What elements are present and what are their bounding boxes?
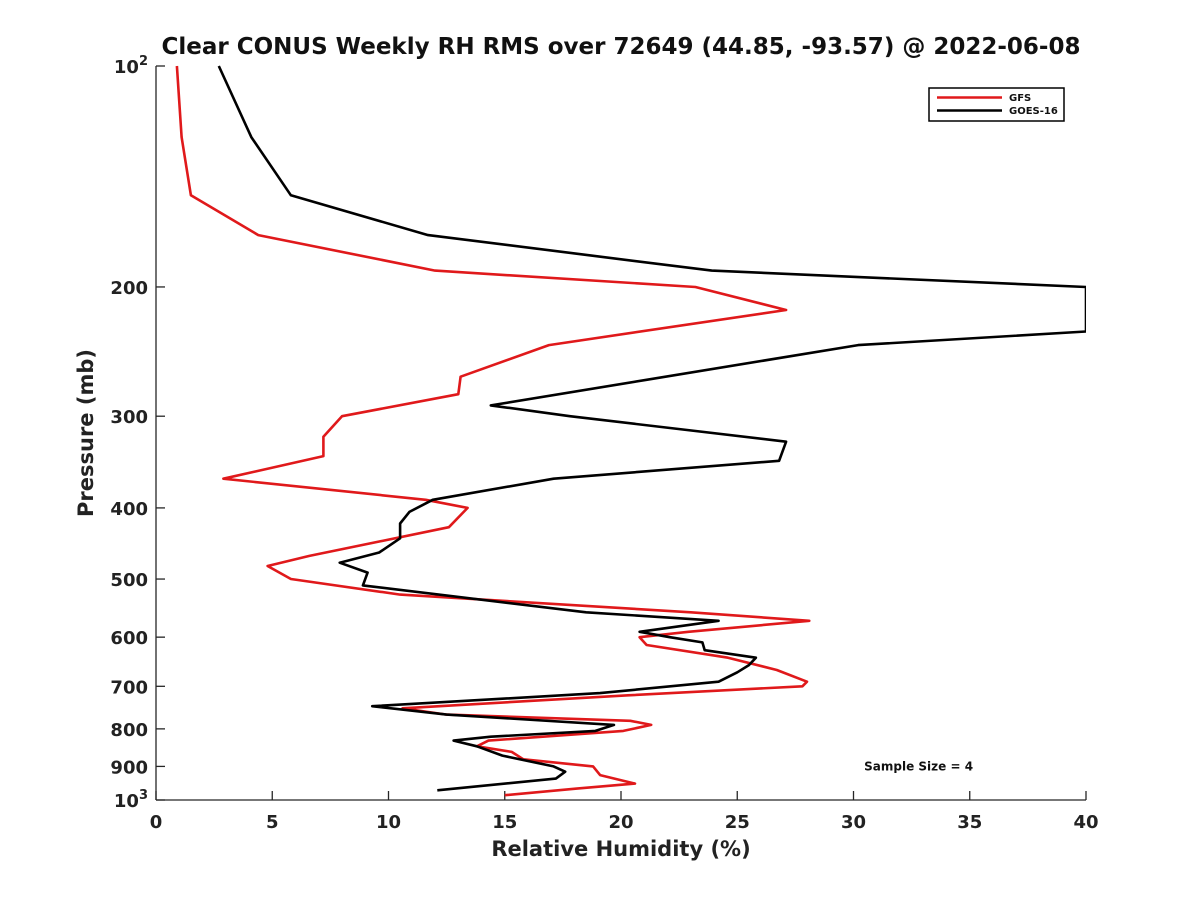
x-tick-label: 25 <box>725 812 750 833</box>
plot-area: 0 5 10 15 20 25 30 35 40102200300400500600700800… <box>110 54 1098 833</box>
sample-size-annotation: Sample Size = 4 <box>864 759 973 773</box>
y-tick-label: 400 <box>110 499 148 520</box>
y-tick-label: 600 <box>110 628 148 649</box>
y-tick-exponent: 3 <box>139 788 148 803</box>
legend-box <box>928 87 1065 122</box>
chart-title: Clear CONUS Weekly RH RMS over 72649 (44… <box>162 34 1081 60</box>
y-tick-exponent: 2 <box>139 54 148 69</box>
y-tick-label: 900 <box>110 757 148 778</box>
y-tick-base: 10 <box>114 791 139 812</box>
x-tick-label: 15 <box>492 812 517 833</box>
legend-label-goes-16: GOES-16 <box>1009 106 1058 117</box>
y-tick-label: 300 <box>110 407 148 428</box>
series-line-goes-16 <box>217 65 1086 792</box>
legend: GFS GOES-16 <box>928 87 1065 122</box>
x-axis-label: Relative Humidity (%) <box>491 837 750 861</box>
x-tick-label: 20 <box>608 812 633 833</box>
y-axis-label: Pressure (mb) <box>74 349 98 517</box>
x-tick-label: 5 <box>266 812 279 833</box>
y-tick-label: 500 <box>110 570 148 591</box>
x-tick-label: 40 <box>1073 812 1098 833</box>
y-tick-label: 102 <box>114 54 148 78</box>
y-tick-label: 700 <box>110 677 148 698</box>
series-line-gfs <box>175 65 811 797</box>
x-tick-label: 35 <box>957 812 982 833</box>
legend-label-gfs: GFS <box>1009 93 1031 104</box>
y-tick-label: 103 <box>114 788 148 812</box>
y-tick-base: 10 <box>114 57 139 78</box>
x-tick-label: 30 <box>841 812 866 833</box>
y-tick-label: 200 <box>110 278 148 299</box>
x-tick-label: 10 <box>376 812 401 833</box>
x-tick-label: 0 <box>150 812 163 833</box>
y-tick-label: 800 <box>110 720 148 741</box>
